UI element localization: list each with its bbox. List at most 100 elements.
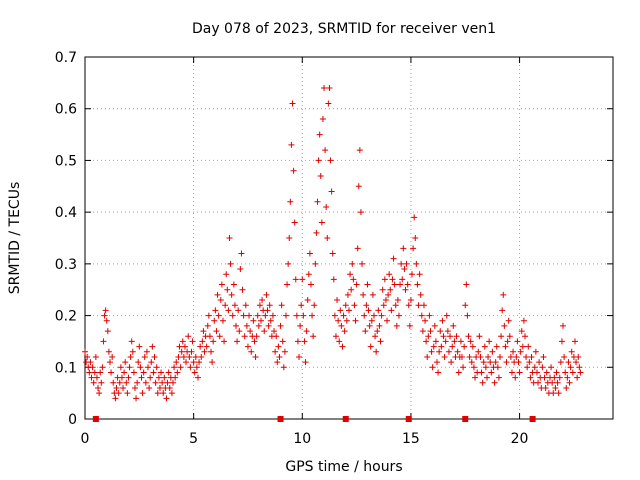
data-point (301, 338, 308, 345)
data-point (346, 307, 352, 314)
data-point (517, 348, 524, 355)
data-point (450, 322, 457, 329)
data-point (458, 353, 465, 360)
data-point (483, 374, 490, 381)
data-point (514, 338, 521, 345)
data-point (500, 291, 507, 298)
axis-marker (529, 416, 536, 422)
data-point (403, 260, 410, 267)
data-point (502, 343, 509, 350)
data-point (307, 281, 314, 288)
data-point (89, 364, 96, 371)
data-point (461, 343, 468, 350)
data-point (548, 364, 555, 371)
data-point (118, 374, 125, 381)
axis-marker (342, 416, 349, 422)
data-point (382, 297, 389, 304)
data-point (231, 302, 238, 309)
data-point (164, 379, 171, 386)
data-point (176, 343, 183, 350)
data-point (522, 333, 528, 340)
data-point (200, 328, 207, 335)
data-point (291, 219, 298, 226)
data-point (194, 374, 201, 381)
data-point (395, 312, 402, 319)
data-point (444, 328, 451, 335)
data-point (322, 147, 329, 154)
data-point (367, 343, 374, 350)
data-point (145, 364, 152, 371)
data-point (455, 369, 462, 376)
data-point (327, 157, 334, 164)
data-point (227, 260, 234, 267)
axis-marker (277, 416, 284, 422)
data-point (106, 359, 113, 366)
data-point (146, 384, 153, 391)
data-point (350, 276, 357, 283)
data-point (479, 379, 486, 386)
data-point (513, 353, 520, 360)
data-point (337, 307, 344, 314)
data-point (558, 338, 565, 345)
data-point (465, 333, 472, 340)
data-point (448, 359, 455, 366)
data-point (300, 312, 307, 319)
data-point (199, 338, 206, 345)
data-point (154, 390, 161, 397)
data-point (329, 250, 336, 257)
data-point (380, 302, 387, 309)
data-point (567, 364, 574, 371)
axis-marker (92, 416, 99, 422)
data-point (447, 333, 454, 340)
data-point (575, 353, 582, 360)
data-point (533, 369, 540, 376)
data-point (163, 395, 170, 402)
x-axis-label: GPS time / hours (285, 459, 402, 475)
data-point (204, 322, 211, 329)
data-point (237, 266, 244, 273)
data-point (431, 322, 438, 329)
data-point (319, 116, 326, 123)
data-point (571, 338, 578, 345)
data-point (541, 374, 548, 381)
data-point (224, 286, 231, 293)
data-point (134, 379, 141, 386)
data-point (158, 369, 165, 376)
data-point (266, 302, 273, 309)
data-point (206, 333, 213, 340)
data-point (576, 364, 583, 371)
data-point (130, 369, 137, 376)
data-point (115, 390, 122, 397)
data-point (424, 353, 431, 360)
data-point (577, 369, 584, 376)
data-point (379, 286, 386, 293)
data-point (128, 338, 135, 345)
data-point (149, 343, 156, 350)
data-point (488, 369, 495, 376)
data-point (122, 359, 129, 366)
data-point (255, 322, 262, 329)
data-point (347, 271, 354, 278)
chart-grid (85, 57, 613, 419)
data-point (215, 312, 222, 319)
data-point (527, 374, 534, 381)
data-point (279, 338, 286, 345)
data-point (429, 364, 436, 371)
data-point (166, 384, 173, 391)
data-point (296, 353, 303, 360)
data-point (278, 302, 285, 309)
data-point (212, 307, 219, 314)
data-point (112, 395, 119, 402)
data-point (369, 291, 376, 298)
data-point (126, 364, 133, 371)
data-point (554, 379, 561, 386)
data-point (427, 328, 434, 335)
data-point (561, 353, 568, 360)
data-point (393, 322, 400, 329)
data-point (397, 281, 404, 288)
data-point (469, 343, 476, 350)
data-point (277, 322, 284, 329)
data-point (221, 338, 228, 345)
data-point (92, 353, 99, 360)
